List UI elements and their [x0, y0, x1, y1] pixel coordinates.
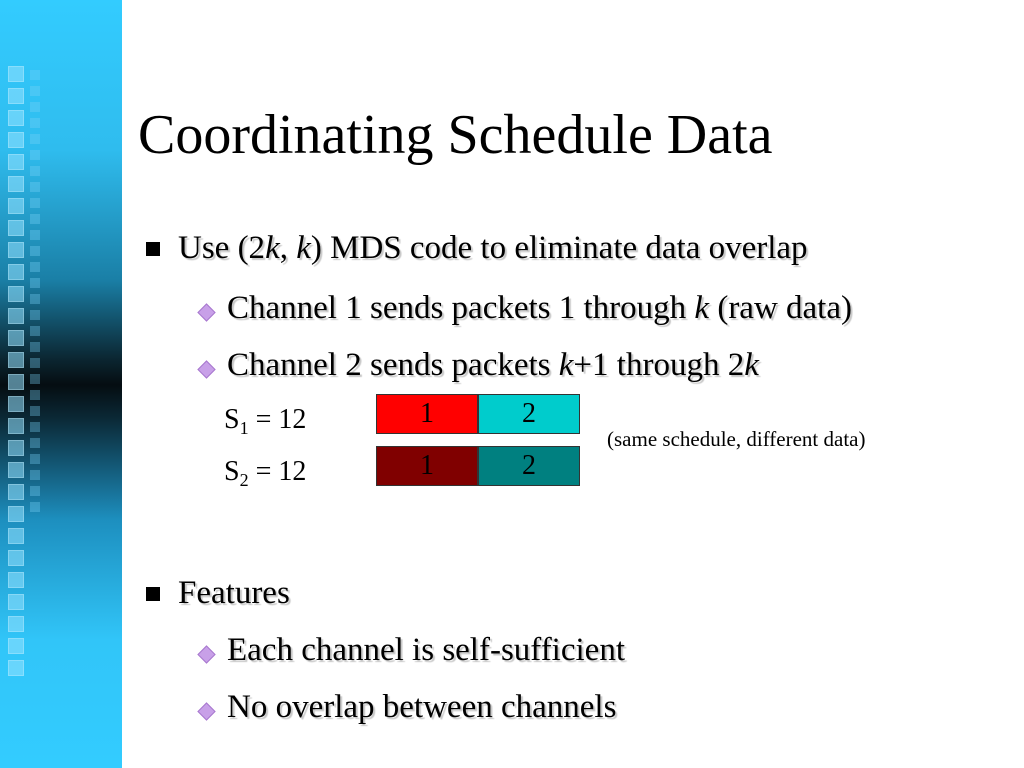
- subbullet-text: Each channel is self-sufficient: [227, 632, 625, 668]
- bullet-mds-code: Use (2k, k) MDS code to eliminate data o…: [146, 228, 808, 268]
- decorative-squares: [8, 66, 28, 686]
- subbullet-channel-2: Channel 2 sends packets k+1 through 2k: [196, 345, 759, 385]
- subbullet-text: No overlap between channels: [227, 689, 617, 725]
- decorative-side-band: [0, 0, 122, 768]
- subbullet-text: Channel 2 sends packets k+1 through 2k: [227, 347, 759, 383]
- schedule-cell-s1-packet-a: 1: [376, 394, 478, 434]
- diamond-bullet-icon: [197, 644, 216, 664]
- subbullet-self-sufficient: Each channel is self-sufficient: [196, 630, 625, 670]
- bullet-text: Use (2k, k) MDS code to eliminate data o…: [178, 230, 808, 266]
- diamond-bullet-icon: [197, 359, 216, 379]
- slide-title: Coordinating Schedule Data: [138, 104, 773, 166]
- schedule-cell-s1-packet-b: 2: [478, 394, 580, 434]
- schedule-label-s2: S2 = 12: [224, 456, 307, 490]
- diamond-bullet-icon: [197, 302, 216, 322]
- schedule-note: (same schedule, different data): [607, 427, 866, 451]
- schedule-label-s1: S1 = 12: [224, 404, 307, 438]
- schedule-cell-s2-packet-a: 1: [376, 446, 478, 486]
- square-bullet-icon: [146, 587, 160, 601]
- subbullet-no-overlap: No overlap between channels: [196, 687, 616, 727]
- square-bullet-icon: [146, 242, 160, 256]
- decorative-squares-secondary: [30, 70, 46, 690]
- schedule-cell-s2-packet-b: 2: [478, 446, 580, 486]
- bullet-features: Features: [146, 573, 290, 613]
- subbullet-text: Channel 1 sends packets 1 through k (raw…: [227, 290, 852, 326]
- diamond-bullet-icon: [197, 701, 216, 721]
- bullet-text: Features: [178, 575, 290, 611]
- subbullet-channel-1: Channel 1 sends packets 1 through k (raw…: [196, 288, 852, 328]
